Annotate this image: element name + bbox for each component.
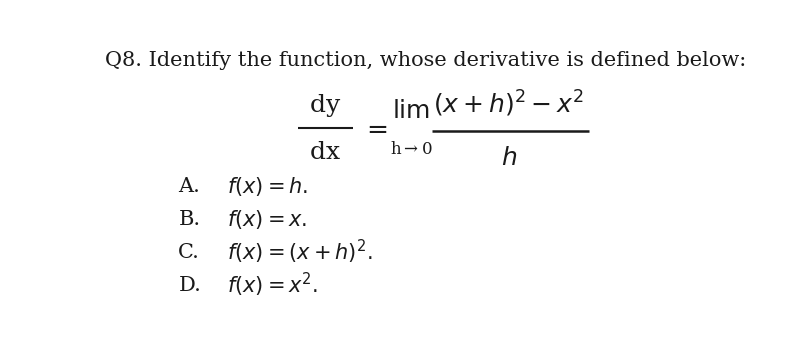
Text: A.: A. <box>179 177 200 196</box>
Text: $\mathdefault{dy}$: $\mathdefault{dy}$ <box>309 92 341 119</box>
Text: $h$: $h$ <box>501 147 517 170</box>
Text: $\mathdefault{dx}$: $\mathdefault{dx}$ <box>310 141 341 164</box>
Text: B.: B. <box>179 210 201 229</box>
Text: D.: D. <box>179 275 201 295</box>
Text: Q8. Identify the function, whose derivative is defined below:: Q8. Identify the function, whose derivat… <box>105 51 746 70</box>
Text: $(x + h)^2 - x^2$: $(x + h)^2 - x^2$ <box>434 89 585 119</box>
Text: C.: C. <box>179 243 200 262</box>
Text: $f(x) = x.$: $f(x) = x.$ <box>228 208 307 231</box>
Text: $f(x) = x^2.$: $f(x) = x^2.$ <box>228 271 318 299</box>
Text: $\mathrm{lim}$: $\mathrm{lim}$ <box>392 101 430 124</box>
Text: $=$: $=$ <box>361 116 387 141</box>
Text: $\mathdefault{h{\rightarrow}0}$: $\mathdefault{h{\rightarrow}0}$ <box>389 141 432 158</box>
Text: $f(x) = (x + h)^2.$: $f(x) = (x + h)^2.$ <box>228 238 373 267</box>
Text: $f(x) = h.$: $f(x) = h.$ <box>228 176 309 199</box>
